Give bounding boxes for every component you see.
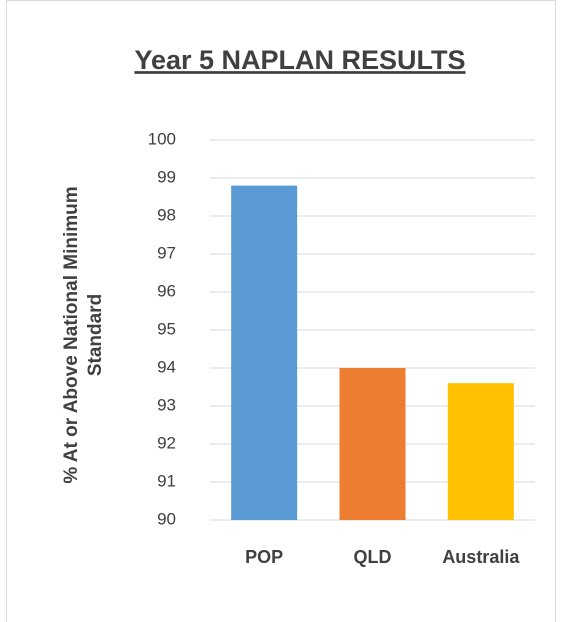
- y-tick-label: 99: [157, 167, 176, 186]
- y-tick-label: 94: [157, 357, 176, 376]
- y-tick-label: 97: [157, 243, 176, 262]
- bar: [447, 383, 514, 520]
- bar: [231, 185, 298, 520]
- y-axis-title-line: % At or Above National Minimum: [61, 186, 82, 483]
- y-axis-title: % At or Above National Minimum Standard: [61, 186, 106, 483]
- y-axis-title-line: Standard: [85, 294, 106, 376]
- y-tick-label: 96: [157, 281, 176, 300]
- x-tick-label: Australia: [442, 547, 520, 567]
- y-tick-label: 95: [157, 319, 176, 338]
- x-tick-label: QLD: [354, 547, 392, 567]
- y-tick-label: 93: [157, 395, 176, 414]
- y-tick-label: 91: [157, 471, 176, 490]
- x-tick-label: POP: [245, 547, 283, 567]
- chart-border: [6, 0, 556, 622]
- y-tick-label: 90: [157, 509, 176, 528]
- y-tick-label: 98: [157, 205, 176, 224]
- y-tick-label: 100: [148, 129, 176, 148]
- y-tick-label: 92: [157, 433, 176, 452]
- bar: [339, 368, 406, 520]
- chart-title: Year 5 NAPLAN RESULTS: [134, 45, 465, 75]
